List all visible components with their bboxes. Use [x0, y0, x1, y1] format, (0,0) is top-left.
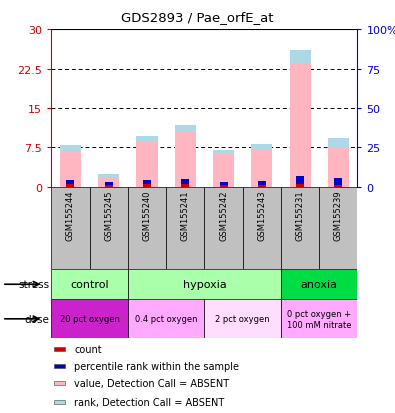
Text: 0 pct oxygen +
100 mM nitrate: 0 pct oxygen + 100 mM nitrate	[287, 309, 352, 329]
Bar	[296, 176, 304, 185]
Text: count: count	[75, 344, 102, 354]
Bar	[290, 64, 310, 187]
Bar	[128, 270, 281, 299]
Text: 20 pct oxygen: 20 pct oxygen	[60, 315, 120, 323]
Bar	[181, 185, 189, 187]
Bar	[181, 180, 189, 185]
Bar	[243, 187, 281, 270]
Bar	[51, 187, 90, 270]
Bar	[220, 185, 228, 187]
Text: GSM155245: GSM155245	[104, 190, 113, 240]
Bar	[105, 185, 113, 187]
Bar	[290, 51, 310, 64]
Bar	[51, 270, 128, 299]
Bar	[251, 144, 272, 150]
Bar	[319, 187, 357, 270]
Text: GSM155231: GSM155231	[295, 190, 305, 240]
Bar	[55, 382, 65, 385]
Bar	[334, 179, 342, 185]
Bar	[66, 180, 75, 185]
Bar	[98, 175, 119, 178]
Bar	[328, 138, 349, 148]
Bar	[137, 142, 158, 187]
Text: GSM155242: GSM155242	[219, 190, 228, 240]
Bar	[51, 299, 128, 339]
Text: GDS2893 / Pae_orfE_at: GDS2893 / Pae_orfE_at	[121, 11, 274, 24]
Bar	[205, 187, 243, 270]
Text: GSM155241: GSM155241	[181, 190, 190, 240]
Bar	[281, 187, 319, 270]
Text: control: control	[70, 280, 109, 290]
Bar	[55, 364, 65, 368]
Text: 0.4 pct oxygen: 0.4 pct oxygen	[135, 315, 198, 323]
Bar	[334, 185, 342, 187]
Bar	[55, 399, 65, 404]
Bar	[128, 187, 166, 270]
Text: rank, Detection Call = ABSENT: rank, Detection Call = ABSENT	[75, 396, 225, 406]
Bar	[258, 182, 266, 185]
Bar	[55, 347, 65, 351]
Bar	[143, 180, 151, 185]
Bar	[166, 187, 205, 270]
Text: value, Detection Call = ABSENT: value, Detection Call = ABSENT	[75, 378, 229, 389]
Bar	[175, 126, 196, 132]
Bar	[60, 152, 81, 187]
Bar	[98, 178, 119, 187]
Bar	[66, 185, 75, 187]
Text: dose: dose	[24, 314, 49, 324]
Bar	[220, 182, 228, 185]
Bar	[296, 185, 304, 187]
Bar	[143, 185, 151, 187]
Bar	[213, 154, 234, 187]
Bar	[328, 148, 349, 187]
Text: GSM155239: GSM155239	[334, 190, 343, 240]
Bar	[90, 187, 128, 270]
Text: percentile rank within the sample: percentile rank within the sample	[75, 361, 239, 371]
Text: GSM155244: GSM155244	[66, 190, 75, 240]
Text: anoxia: anoxia	[301, 280, 338, 290]
Text: GSM155243: GSM155243	[257, 190, 266, 240]
Bar	[251, 150, 272, 187]
Bar	[105, 183, 113, 185]
Bar	[281, 270, 357, 299]
Text: GSM155240: GSM155240	[143, 190, 152, 240]
Bar	[60, 145, 81, 152]
Bar	[258, 185, 266, 187]
Text: hypoxia: hypoxia	[182, 280, 226, 290]
Bar	[205, 299, 281, 339]
Bar	[175, 132, 196, 187]
Text: stress: stress	[18, 280, 49, 290]
Text: 2 pct oxygen: 2 pct oxygen	[215, 315, 270, 323]
Bar	[281, 299, 357, 339]
Bar	[213, 150, 234, 154]
Bar	[137, 136, 158, 142]
Bar	[128, 299, 205, 339]
